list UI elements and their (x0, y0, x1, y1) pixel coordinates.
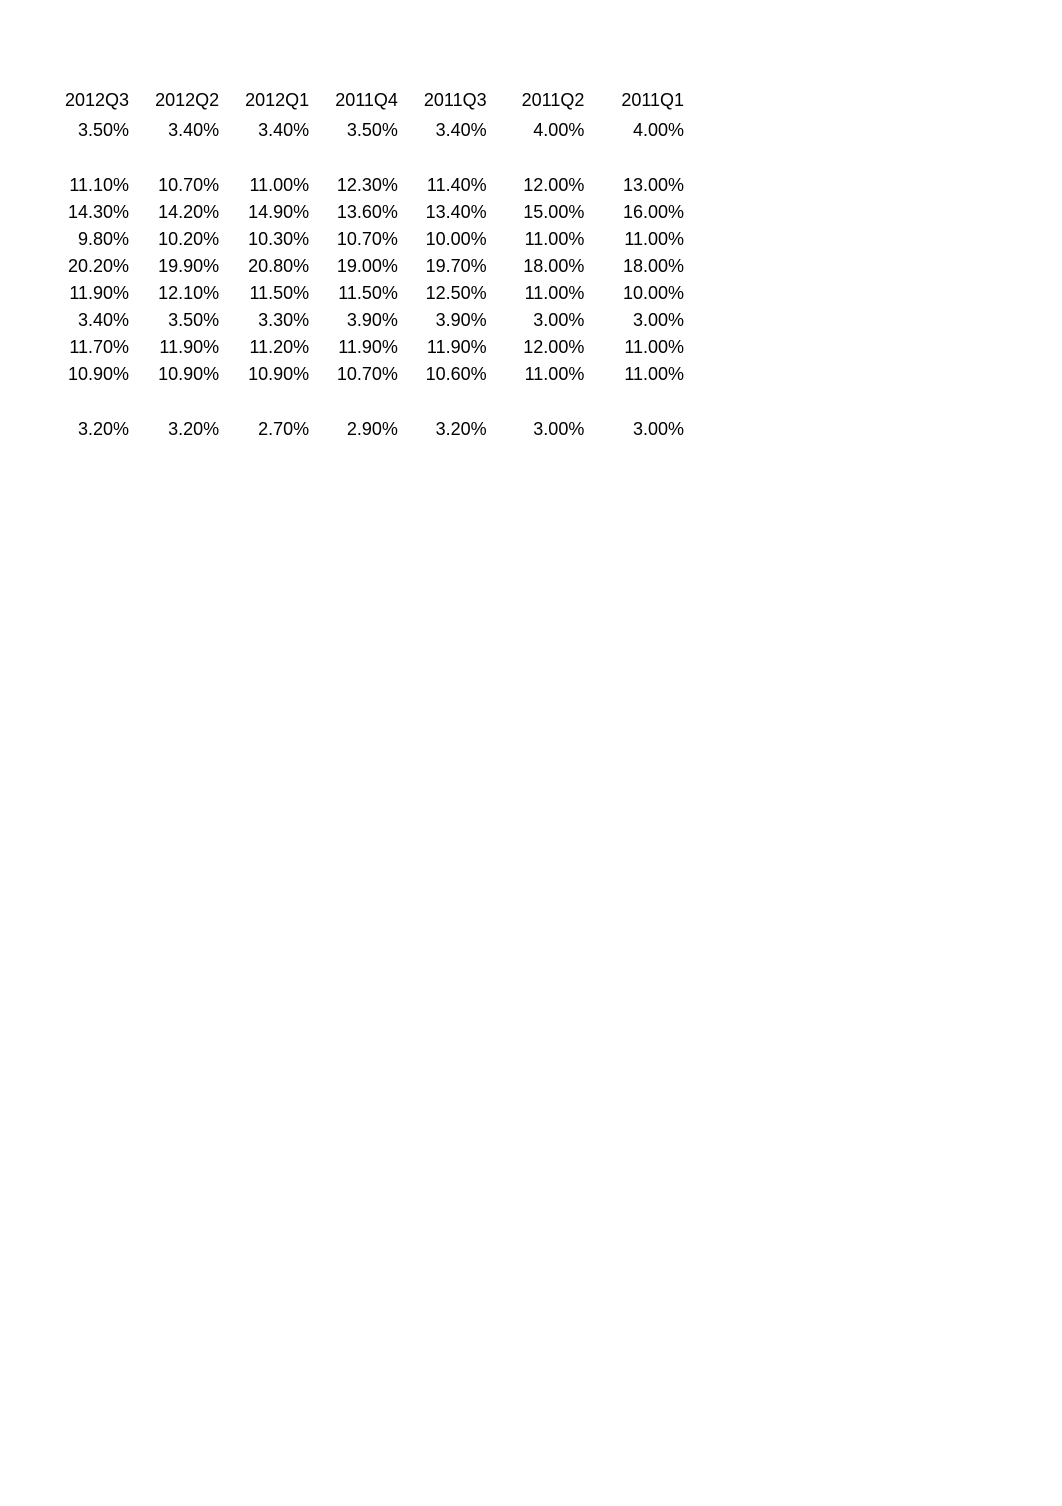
table-cell: 4.00% (500, 117, 598, 144)
table-cell: 10.00% (411, 226, 500, 253)
table-cell: 13.00% (597, 172, 697, 199)
table-cell: 11.00% (597, 334, 697, 361)
table-row: 9.80%10.20%10.30%10.70%10.00%11.00%11.00… (52, 226, 697, 253)
table-cell: 18.00% (500, 253, 598, 280)
table-cell: 3.20% (52, 416, 142, 443)
table-cell: 2.70% (232, 416, 322, 443)
table-cell: 3.90% (411, 307, 500, 334)
table-cell: 10.30% (232, 226, 322, 253)
table-cell: 18.00% (597, 253, 697, 280)
col-header: 2011Q3 (411, 90, 500, 117)
table-cell: 3.50% (52, 117, 142, 144)
table-cell: 3.20% (142, 416, 232, 443)
table-cell: 19.90% (142, 253, 232, 280)
table-cell: 3.30% (232, 307, 322, 334)
col-header: 2012Q3 (52, 90, 142, 117)
table-cell: 11.00% (500, 361, 598, 388)
table-cell: 10.90% (142, 361, 232, 388)
table-cell: 3.40% (142, 117, 232, 144)
col-header: 2011Q1 (597, 90, 697, 117)
table-cell: 11.00% (597, 361, 697, 388)
table-row: 11.90%12.10%11.50%11.50%12.50%11.00%10.0… (52, 280, 697, 307)
table-cell: 3.40% (232, 117, 322, 144)
table-cell: 12.50% (411, 280, 500, 307)
table-cell: 3.00% (500, 307, 598, 334)
table-header-row: 2012Q3 2012Q2 2012Q1 2011Q4 2011Q3 2011Q… (52, 90, 697, 117)
table-row: 11.10%10.70%11.00%12.30%11.40%12.00%13.0… (52, 172, 697, 199)
data-table: 2012Q3 2012Q2 2012Q1 2011Q4 2011Q3 2011Q… (52, 90, 697, 443)
col-header: 2011Q4 (322, 90, 411, 117)
table-row: 10.90%10.90%10.90%10.70%10.60%11.00%11.0… (52, 361, 697, 388)
table-cell: 11.90% (52, 280, 142, 307)
table-cell: 11.10% (52, 172, 142, 199)
table-cell: 19.70% (411, 253, 500, 280)
table-cell: 14.90% (232, 199, 322, 226)
table-cell: 3.40% (411, 117, 500, 144)
table-cell: 11.90% (411, 334, 500, 361)
table-cell: 12.10% (142, 280, 232, 307)
table-cell: 11.00% (500, 280, 598, 307)
table-cell: 13.40% (411, 199, 500, 226)
table-cell: 13.60% (322, 199, 411, 226)
table-cell: 11.50% (322, 280, 411, 307)
table-cell: 11.70% (52, 334, 142, 361)
table-cell: 12.00% (500, 172, 598, 199)
table-cell: 2.90% (322, 416, 411, 443)
table-cell: 3.00% (500, 416, 598, 443)
table-row: 3.50%3.40%3.40%3.50%3.40%4.00%4.00% (52, 117, 697, 144)
table-cell: 15.00% (500, 199, 598, 226)
table-cell: 10.70% (142, 172, 232, 199)
col-header: 2011Q2 (500, 90, 598, 117)
table-row: 3.40%3.50%3.30%3.90%3.90%3.00%3.00% (52, 307, 697, 334)
table-cell: 3.20% (411, 416, 500, 443)
table-cell: 14.30% (52, 199, 142, 226)
table-cell: 11.90% (142, 334, 232, 361)
table-cell: 12.00% (500, 334, 598, 361)
table-cell: 10.00% (597, 280, 697, 307)
table-cell: 16.00% (597, 199, 697, 226)
table-cell: 20.20% (52, 253, 142, 280)
table-cell: 11.00% (500, 226, 598, 253)
table-cell: 10.70% (322, 361, 411, 388)
empty-cell (52, 388, 697, 416)
table-cell: 3.00% (597, 416, 697, 443)
table-body: 3.50%3.40%3.40%3.50%3.40%4.00%4.00% 11.1… (52, 117, 697, 443)
table-cell: 11.90% (322, 334, 411, 361)
table-cell: 14.20% (142, 199, 232, 226)
table-cell: 11.40% (411, 172, 500, 199)
table-row (52, 144, 697, 172)
table-cell: 10.90% (232, 361, 322, 388)
table-cell: 19.00% (322, 253, 411, 280)
data-table-container: 2012Q3 2012Q2 2012Q1 2011Q4 2011Q3 2011Q… (52, 90, 697, 443)
col-header: 2012Q2 (142, 90, 232, 117)
table-cell: 11.20% (232, 334, 322, 361)
col-header: 2012Q1 (232, 90, 322, 117)
table-row (52, 388, 697, 416)
table-cell: 10.60% (411, 361, 500, 388)
table-cell: 4.00% (597, 117, 697, 144)
table-row: 11.70%11.90%11.20%11.90%11.90%12.00%11.0… (52, 334, 697, 361)
table-cell: 11.00% (597, 226, 697, 253)
table-cell: 3.50% (142, 307, 232, 334)
table-cell: 20.80% (232, 253, 322, 280)
table-cell: 3.50% (322, 117, 411, 144)
table-cell: 10.70% (322, 226, 411, 253)
empty-cell (52, 144, 697, 172)
table-cell: 3.00% (597, 307, 697, 334)
table-cell: 12.30% (322, 172, 411, 199)
table-cell: 3.40% (52, 307, 142, 334)
table-cell: 11.00% (232, 172, 322, 199)
table-row: 3.20%3.20%2.70%2.90%3.20%3.00%3.00% (52, 416, 697, 443)
table-cell: 10.20% (142, 226, 232, 253)
table-cell: 3.90% (322, 307, 411, 334)
table-row: 20.20%19.90%20.80%19.00%19.70%18.00%18.0… (52, 253, 697, 280)
table-cell: 11.50% (232, 280, 322, 307)
table-row: 14.30%14.20%14.90%13.60%13.40%15.00%16.0… (52, 199, 697, 226)
table-cell: 9.80% (52, 226, 142, 253)
table-cell: 10.90% (52, 361, 142, 388)
